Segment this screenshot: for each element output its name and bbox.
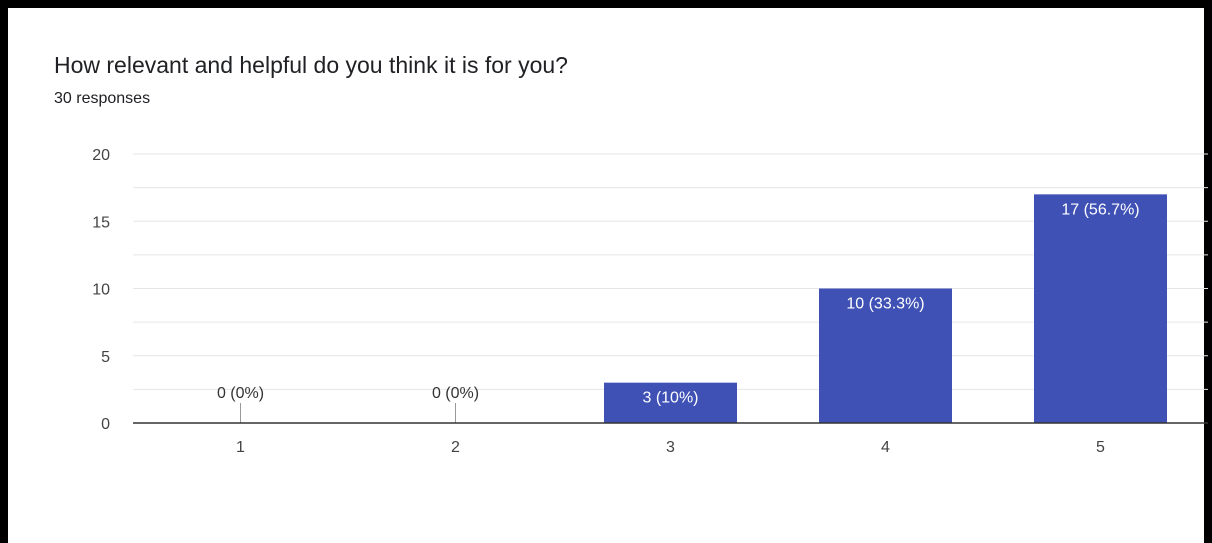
chart-card: How relevant and helpful do you think it… — [8, 8, 1204, 543]
data-label: 17 (56.7%) — [1061, 201, 1139, 218]
bars — [604, 194, 1167, 423]
x-tick-label: 2 — [451, 439, 460, 456]
bar-5 — [1034, 194, 1167, 423]
bar-4 — [819, 288, 952, 423]
x-tick-label: 4 — [881, 439, 890, 456]
y-tick-label: 0 — [101, 416, 110, 433]
gridlines — [133, 153, 1208, 390]
question-title: How relevant and helpful do you think it… — [54, 52, 568, 78]
y-tick-label: 20 — [92, 147, 110, 164]
labels: 0 5 10 15 20 1 0 (0%) 2 0 (0%) 3 3 (10%) 4 10 (33.3%… — [92, 147, 1139, 456]
axes — [133, 403, 1208, 424]
y-tick-label: 5 — [101, 349, 110, 366]
y-tick-label: 10 — [92, 282, 110, 299]
data-label: 10 (33.3%) — [846, 296, 924, 313]
data-label: 0 (0%) — [432, 385, 479, 402]
bar-3 — [604, 382, 737, 423]
data-label: 3 (10%) — [642, 390, 698, 407]
x-tick-label: 3 — [666, 439, 675, 456]
data-label: 0 (0%) — [217, 385, 264, 402]
x-tick-label: 1 — [236, 439, 245, 456]
y-tick-label: 15 — [92, 214, 110, 231]
response-count: 30 responses — [54, 90, 151, 107]
x-tick-label: 5 — [1096, 439, 1105, 456]
